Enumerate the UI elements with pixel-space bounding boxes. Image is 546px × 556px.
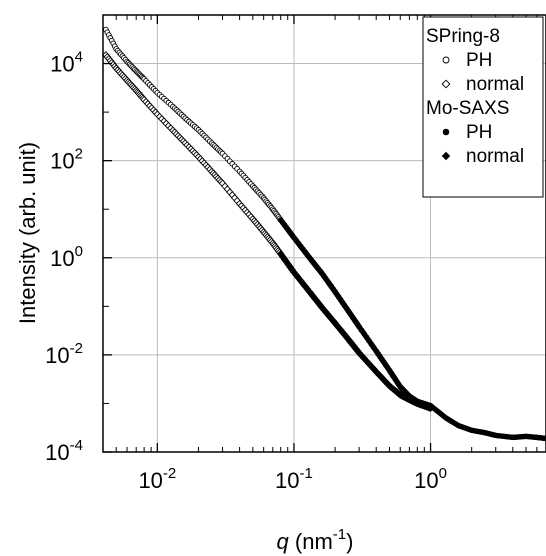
legend-marker — [442, 128, 450, 136]
data-series — [102, 26, 546, 442]
x-axis-unit-exponent: -1 — [333, 526, 346, 543]
legend-label: normal — [466, 74, 524, 95]
legend-marker — [441, 151, 451, 161]
legend: SPring-8 PH normal Mo-SAXS PH normal — [422, 16, 544, 198]
x-axis-close: ) — [346, 529, 353, 554]
legend-group-title: Mo-SAXS — [426, 98, 509, 119]
x-axis-label: q (nm-1) — [277, 526, 354, 554]
legend-label: PH — [466, 122, 492, 143]
x-tick-label: 10-2 — [138, 465, 176, 493]
legend-box — [422, 16, 544, 198]
y-tick-labels: 10-4 10-2 100 102 104 — [45, 49, 83, 465]
legend-label: normal — [466, 146, 524, 167]
x-tick-label: 100 — [414, 465, 447, 493]
y-tick-label: 102 — [50, 146, 83, 174]
y-tick-label: 10-4 — [45, 437, 83, 465]
x-axis-variable: q — [277, 529, 290, 554]
legend-marker — [442, 56, 450, 64]
y-tick-label: 10-2 — [45, 340, 83, 368]
legend-group-title: SPring-8 — [426, 26, 500, 47]
series-3 — [277, 250, 435, 412]
plot-frame — [102, 14, 546, 453]
legend-label: PH — [466, 50, 492, 71]
legend-marker — [441, 79, 451, 89]
x-axis-unit: (nm — [289, 529, 333, 554]
data-point — [426, 404, 435, 412]
x-tick-labels: 10-2 10-1 100 — [138, 465, 447, 493]
y-tick-label: 104 — [50, 49, 83, 77]
y-tick-label: 100 — [50, 243, 83, 271]
y-axis-label: Intensity (arb. unit) — [15, 142, 40, 324]
x-tick-label: 10-1 — [275, 465, 313, 493]
